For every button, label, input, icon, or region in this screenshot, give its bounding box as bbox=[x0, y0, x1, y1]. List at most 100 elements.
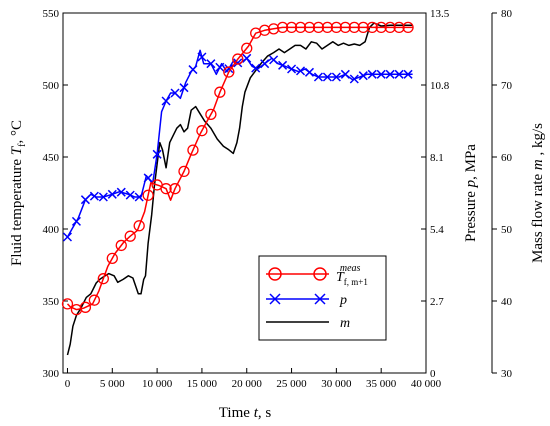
data-point-temperature bbox=[294, 21, 307, 34]
y-tick-label-mass-flow: 50 bbox=[501, 224, 513, 236]
y-axis-title-temperature: Fluid temperature Tf, °C bbox=[9, 120, 28, 266]
data-point-pressure bbox=[269, 55, 279, 65]
data-point-temperature bbox=[232, 53, 244, 65]
y-tick-label-pressure: 0 bbox=[430, 368, 436, 380]
legend-marker-temperature bbox=[313, 267, 327, 281]
data-point-pressure bbox=[260, 59, 270, 69]
data-point-temperature bbox=[366, 21, 378, 34]
y-axis-title-mass-flow: Mass flow rate m , kg/s bbox=[530, 123, 546, 263]
data-point-temperature bbox=[267, 23, 280, 35]
data-point-temperature bbox=[79, 301, 92, 313]
x-tick-label: 25 000 bbox=[276, 378, 307, 390]
legend-marker-temperature bbox=[268, 267, 282, 281]
data-point-pressure bbox=[376, 69, 386, 79]
data-point-temperature bbox=[384, 21, 396, 34]
data-point-pressure bbox=[349, 74, 359, 84]
data-point-pressure bbox=[107, 189, 117, 199]
y-tick-label-temperature: 350 bbox=[43, 296, 60, 308]
series-layer bbox=[61, 21, 414, 356]
legend-label-temperature: Tf, m+1meas bbox=[336, 263, 368, 287]
data-point-pressure bbox=[197, 52, 207, 62]
data-point-temperature bbox=[205, 108, 217, 120]
legend-marker-pressure bbox=[269, 293, 326, 305]
legend: Tf, m+1meas p m bbox=[258, 255, 387, 341]
y-axis-title-pressure: Pressure p, MPa bbox=[463, 144, 479, 242]
x-tick-label: 20 000 bbox=[232, 378, 263, 390]
data-point-temperature bbox=[357, 21, 369, 34]
data-point-pressure bbox=[313, 72, 323, 82]
data-point-pressure bbox=[251, 63, 261, 73]
data-point-pressure bbox=[161, 96, 171, 106]
axes: 0 5 000 10 000 15 000 20 000 25 000 30 000 35 0… bbox=[43, 8, 513, 390]
x-tick-label: 35 000 bbox=[366, 378, 397, 390]
data-point-pressure bbox=[331, 72, 341, 82]
y-tick-label-pressure: 2.7 bbox=[430, 296, 444, 308]
data-point-temperature bbox=[393, 21, 405, 34]
x-tick-label: 30 000 bbox=[321, 378, 352, 390]
y-tick-label-pressure: 13.5 bbox=[430, 8, 450, 20]
y-tick-label-temperature: 400 bbox=[43, 224, 60, 236]
series-line-mass-flow bbox=[66, 22, 413, 356]
data-point-temperature bbox=[276, 21, 289, 34]
data-point-pressure bbox=[89, 191, 99, 201]
series-line-temperature bbox=[66, 26, 413, 311]
data-point-temperature bbox=[124, 230, 136, 242]
data-point-temperature bbox=[312, 21, 325, 34]
data-point-pressure bbox=[188, 65, 198, 75]
data-point-pressure bbox=[233, 58, 243, 68]
legend-label-pressure: p bbox=[339, 293, 347, 308]
data-point-pressure bbox=[287, 64, 297, 74]
data-point-pressure bbox=[170, 88, 180, 98]
data-point-pressure bbox=[62, 232, 73, 242]
y-tick-label-temperature: 450 bbox=[43, 152, 60, 164]
data-point-temperature bbox=[169, 183, 181, 195]
y-tick-label-mass-flow: 30 bbox=[501, 368, 513, 380]
data-point-pressure bbox=[206, 59, 216, 69]
data-point-pressure bbox=[224, 64, 234, 74]
data-point-temperature bbox=[321, 21, 334, 34]
data-point-pressure bbox=[80, 195, 90, 205]
data-point-temperature bbox=[285, 21, 298, 34]
data-point-temperature bbox=[115, 239, 127, 252]
x-tick-label: 10 000 bbox=[142, 378, 173, 390]
data-point-temperature bbox=[142, 189, 154, 201]
y-tick-label-mass-flow: 70 bbox=[501, 80, 513, 92]
data-point-temperature bbox=[241, 42, 253, 54]
data-point-pressure bbox=[116, 187, 126, 197]
x-axis-title: Time t, s bbox=[219, 405, 272, 421]
data-point-temperature bbox=[375, 21, 387, 34]
data-point-pressure bbox=[358, 71, 368, 81]
data-point-temperature bbox=[402, 21, 414, 34]
data-point-pressure bbox=[278, 60, 288, 70]
x-tick-label: 0 bbox=[65, 378, 71, 390]
x-tick-label: 15 000 bbox=[187, 378, 218, 390]
data-point-temperature bbox=[214, 86, 226, 98]
y-tick-label-pressure: 5.4 bbox=[430, 224, 444, 236]
data-point-pressure bbox=[152, 149, 162, 159]
y-tick-label-temperature: 500 bbox=[43, 80, 60, 92]
data-point-temperature bbox=[133, 220, 145, 232]
data-point-temperature bbox=[303, 21, 316, 34]
y-tick-label-mass-flow: 80 bbox=[501, 8, 513, 20]
data-point-temperature bbox=[160, 183, 172, 195]
data-point-pressure bbox=[367, 69, 377, 79]
data-point-pressure bbox=[71, 216, 81, 226]
y-tick-label-temperature: 550 bbox=[43, 8, 60, 20]
data-point-pressure bbox=[394, 69, 404, 79]
data-point-temperature bbox=[259, 24, 271, 36]
data-point-temperature bbox=[196, 125, 208, 137]
data-point-temperature bbox=[348, 21, 360, 34]
data-point-pressure bbox=[340, 69, 350, 79]
data-point-temperature bbox=[187, 144, 199, 156]
data-point-temperature bbox=[61, 298, 74, 310]
data-point-temperature bbox=[97, 273, 109, 285]
y-tick-label-mass-flow: 40 bbox=[501, 296, 513, 308]
data-point-pressure bbox=[134, 192, 144, 202]
data-point-pressure bbox=[125, 190, 135, 200]
data-point-temperature bbox=[106, 252, 118, 264]
data-point-temperature bbox=[223, 66, 235, 78]
data-point-pressure bbox=[295, 66, 306, 76]
data-point-temperature bbox=[88, 294, 101, 306]
data-point-temperature bbox=[339, 21, 351, 34]
